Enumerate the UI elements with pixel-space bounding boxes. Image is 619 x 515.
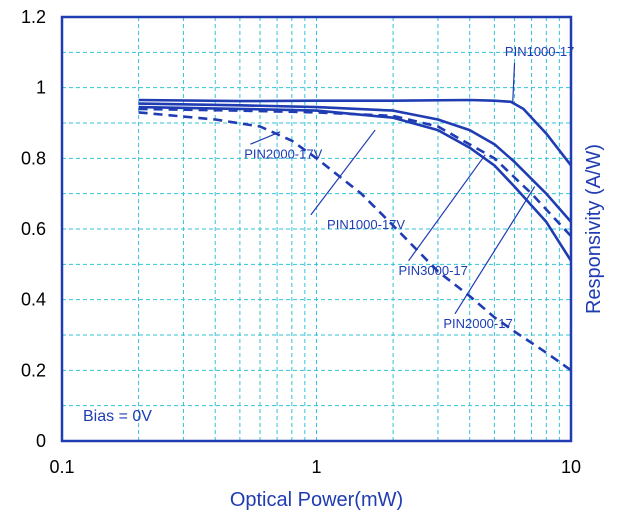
pointer-line-pin3000-17 <box>408 154 486 262</box>
pointer-line-pin1000-17v <box>310 129 376 216</box>
label-pointers <box>250 62 536 315</box>
y-tick-label: 0.8 <box>21 148 46 168</box>
y-tick-label: 0 <box>36 431 46 451</box>
series-label-pin1000-17: PIN1000-17 <box>505 44 574 59</box>
series-line-pin1000-17 <box>138 98 573 167</box>
series-lines <box>138 98 573 372</box>
series-label-pin3000-17: PIN3000-17 <box>399 263 468 278</box>
x-tick-label: 10 <box>561 457 581 477</box>
bias-annotation: Bias = 0V <box>83 408 152 425</box>
x-axis-title: Optical Power(mW) <box>230 489 403 511</box>
series-line-pin2000-17v <box>138 111 572 372</box>
y-tick-label: 0.6 <box>21 219 46 239</box>
series-line-pin1000-17v <box>138 107 572 237</box>
series-line-pin3000-17 <box>138 102 572 223</box>
y-tick-label: 0.2 <box>21 360 46 380</box>
series-line-pin2000-17 <box>138 105 573 262</box>
y-tick-label: 1 <box>36 78 46 98</box>
pointer-line-pin2000-17 <box>454 186 536 315</box>
grid <box>62 17 571 441</box>
plot-frame <box>60 15 573 443</box>
y-tick-label: 0.4 <box>21 290 46 310</box>
y-tick-label: 1.2 <box>21 7 46 27</box>
pointer-line-pin1000-17 <box>512 62 516 104</box>
tick-labels: 0 0.2 0.4 0.6 0.8 1 1.2 0.1 1 10 <box>21 7 581 477</box>
y-axis-title: Responsivity (A/W) <box>583 144 605 314</box>
series-labels: PIN1000-17 PIN1000-17V PIN2000-17 PIN2000-1… <box>244 44 574 331</box>
series-label-pin1000-17v: PIN1000-17V <box>327 217 405 232</box>
series-label-pin2000-17: PIN2000-17 <box>443 316 512 331</box>
series-label-pin2000-17v: PIN2000-17V <box>244 146 322 161</box>
x-tick-label: 0.1 <box>49 457 74 477</box>
x-tick-label: 1 <box>311 457 321 477</box>
pointer-line-pin2000-17v <box>250 131 281 145</box>
